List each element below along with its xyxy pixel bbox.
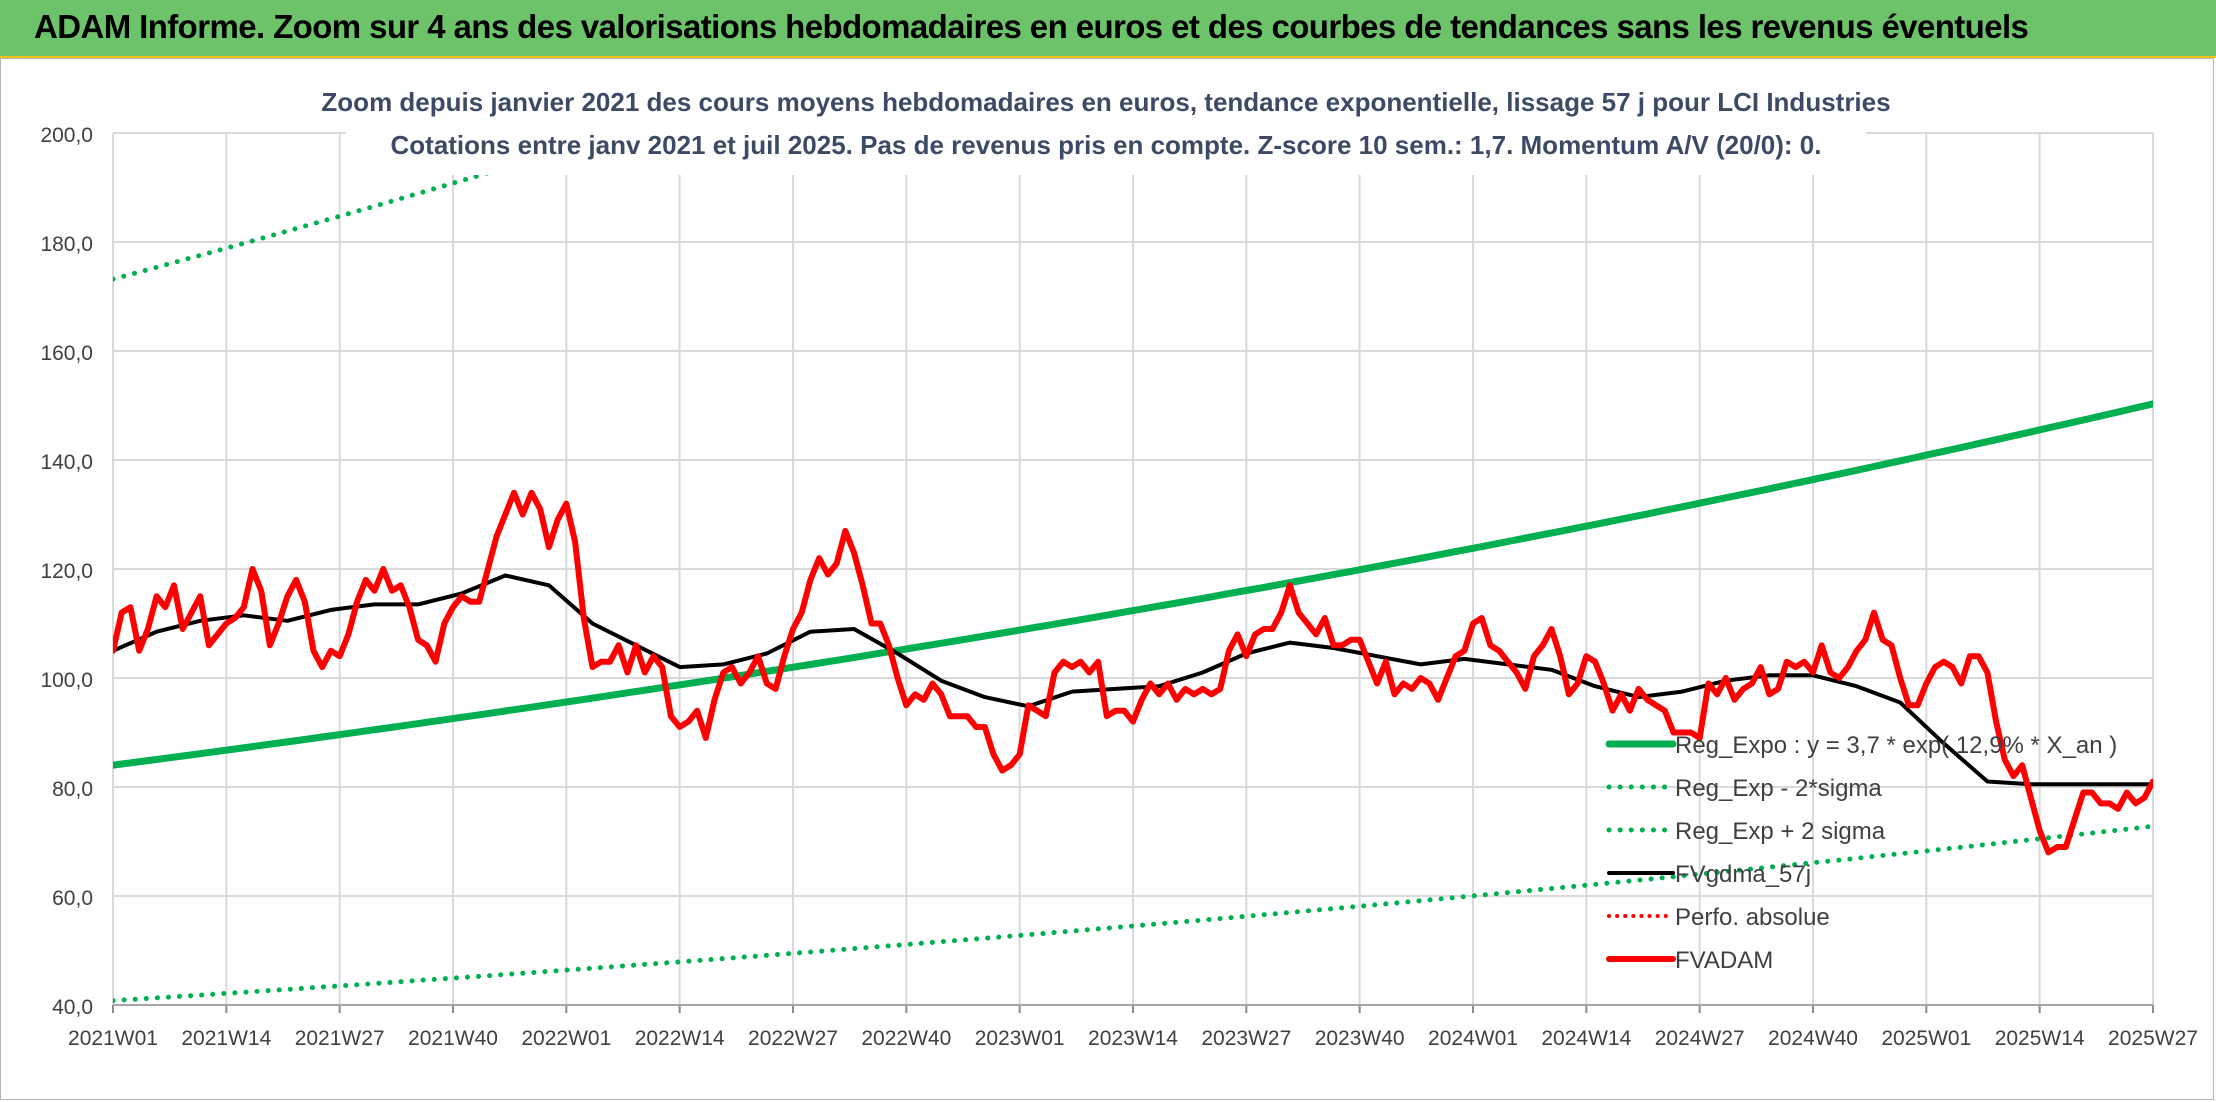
- x-tick-label: 2023W14: [1088, 1027, 1178, 1050]
- chart-area: 40,0 60,0 80,0 100,0 120,0 140,0 160,0 180,0 200…: [0, 58, 2214, 1100]
- x-tick-label: 2024W27: [1655, 1027, 1745, 1050]
- series-line: [113, 489, 2153, 856]
- grid: [112, 132, 2154, 1006]
- x-tick-label: 2022W14: [635, 1027, 725, 1050]
- chart-titles: Zoom depuis janvier 2021 des cours moyen…: [321, 63, 1891, 175]
- legend-label: Perfo. absolue: [1675, 904, 1830, 931]
- x-tick-label: 2024W40: [1768, 1027, 1858, 1050]
- x-tick-label: 2023W01: [975, 1027, 1065, 1050]
- y-tick-label: 80,0: [52, 778, 93, 801]
- series-line: [113, 823, 2153, 1004]
- x-tick-label: 2025W27: [2108, 1027, 2198, 1050]
- legend: Reg_Expo : y = 3,7 * exp( 12,9% * X_an )…: [1605, 732, 2117, 974]
- series-line: [113, 400, 2153, 769]
- banner-title: ADAM Informe. Zoom sur 4 ans des valoris…: [34, 8, 2029, 45]
- y-tick-label: 40,0: [52, 996, 93, 1019]
- series-layer: [113, 133, 2153, 1004]
- legend-label: FVADAM: [1675, 947, 1773, 974]
- x-tick-label: 2022W01: [521, 1027, 611, 1050]
- series-line: [113, 133, 628, 282]
- y-tick-label: 140,0: [40, 451, 93, 474]
- x-tick-label: 2021W14: [181, 1027, 271, 1050]
- title-banner: ADAM Informe. Zoom sur 4 ans des valoris…: [0, 0, 2216, 58]
- axes: 40,0 60,0 80,0 100,0 120,0 140,0 160,0 180,0 200…: [40, 124, 2198, 1050]
- x-tick-label: 2024W01: [1428, 1027, 1518, 1050]
- x-tick-label: 2024W14: [1541, 1027, 1631, 1050]
- legend-label: Reg_Expo : y = 3,7 * exp( 12,9% * X_an ): [1675, 732, 2117, 759]
- x-tick-label: 2022W27: [748, 1027, 838, 1050]
- x-tick-label: 2023W27: [1201, 1027, 1291, 1050]
- x-tick-label: 2025W01: [1881, 1027, 1971, 1050]
- x-tick-label: 2022W40: [861, 1027, 951, 1050]
- x-tick-label: 2023W40: [1315, 1027, 1405, 1050]
- legend-label: Reg_Exp - 2*sigma: [1675, 775, 1882, 802]
- x-tick-label: 2021W27: [295, 1027, 385, 1050]
- series-line: [113, 573, 2153, 787]
- line-chart: 40,0 60,0 80,0 100,0 120,0 140,0 160,0 180,0 200…: [40, 63, 2198, 1050]
- y-tick-label: 100,0: [40, 669, 93, 692]
- y-tick-label: 120,0: [40, 560, 93, 583]
- title-background: [346, 63, 1866, 175]
- y-tick-label: 200,0: [40, 124, 93, 147]
- x-tick-label: 2021W40: [408, 1027, 498, 1050]
- x-tick-label: 2021W01: [68, 1027, 158, 1050]
- y-tick-label: 180,0: [40, 233, 93, 256]
- y-tick-label: 160,0: [40, 342, 93, 365]
- chart-title: Zoom depuis janvier 2021 des cours moyen…: [321, 87, 1890, 117]
- y-tick-label: 60,0: [52, 887, 93, 910]
- chart-subtitle: Cotations entre janv 2021 et juil 2025. …: [391, 130, 1822, 160]
- legend-label: FVgdma_57j: [1675, 861, 1811, 888]
- legend-label: Reg_Exp + 2 sigma: [1675, 818, 1886, 845]
- x-tick-label: 2025W14: [1995, 1027, 2085, 1050]
